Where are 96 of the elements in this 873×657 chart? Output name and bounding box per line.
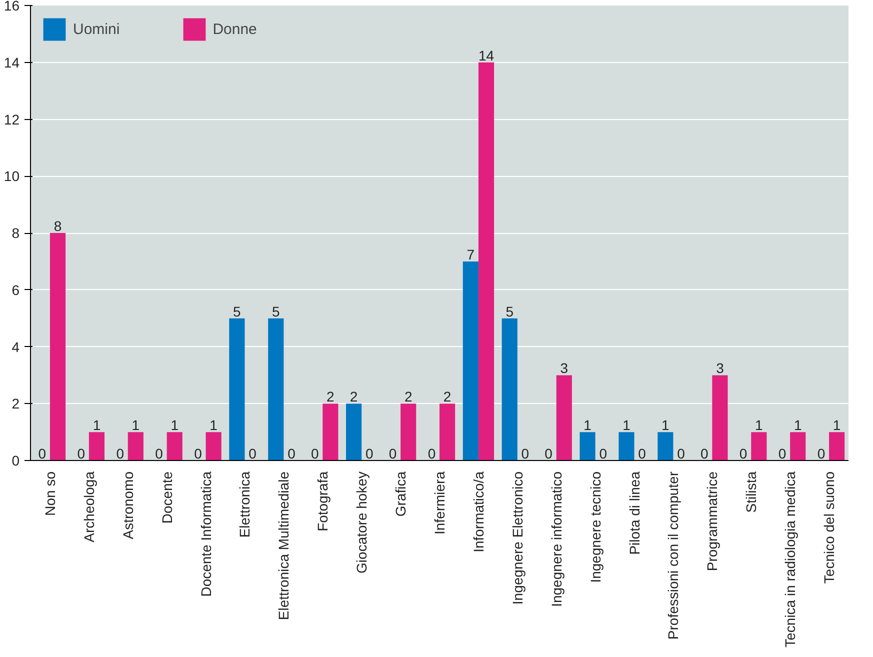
x-tick-label: Giocatore hokey [354,471,370,574]
data-label: 5 [272,303,280,320]
bar [712,375,728,460]
bar [829,432,845,460]
x-tick-label: Archeologa [80,471,97,542]
x-tick-label: Fotografa [314,471,331,532]
data-label: 8 [54,218,62,234]
bar [462,261,478,460]
bar [580,432,596,460]
bar [88,432,105,460]
legend-label: Uomini [73,20,120,38]
x-tick-label: Docente Informatica [198,471,214,597]
data-label: 0 [288,446,296,462]
data-label: 1 [210,417,218,434]
data-label: 0 [599,446,608,462]
y-tick-label: 4 [12,338,20,355]
bar [502,318,518,460]
data-label: 0 [194,446,202,462]
data-label: 1 [832,417,841,434]
data-label: 1 [622,417,631,434]
x-tick-label: Ingegnere tecnico [587,471,604,583]
data-label: 0 [428,446,436,462]
x-tick-label: Non so [42,471,58,516]
x-tick-label: Programmatrice [704,471,720,572]
data-label: 0 [248,446,257,462]
data-label: 0 [638,446,646,462]
bar [440,404,456,460]
x-tick-label: Astronomo [120,471,136,540]
x-tick-label: Tecnico del suono [821,471,838,584]
bar [556,375,572,460]
legend-label: Donne [212,20,257,38]
data-label: 1 [662,417,670,434]
data-label: 14 [478,47,494,64]
y-tick-label: 10 [4,168,20,184]
data-label: 3 [716,360,724,376]
x-tick-label: Infermiera [432,471,448,535]
data-label: 2 [326,388,335,405]
x-tick-label: Grafica [392,471,409,517]
data-label: 0 [521,446,530,462]
data-label: 0 [778,446,786,462]
bar [618,432,634,460]
data-label: 0 [77,446,86,462]
x-tick-label: Informatico/a [470,471,486,552]
x-tick-label: Elettronica Multimediale [276,471,292,620]
bar [166,432,182,460]
data-label: 7 [466,246,475,262]
data-label: 0 [388,446,397,462]
bar [206,432,222,460]
bar [229,318,245,460]
data-label: 0 [365,446,374,462]
y-tick-label: 8 [12,225,20,241]
bar [322,404,338,460]
data-label: 1 [794,417,802,434]
bar [346,404,362,460]
data-label: 2 [443,388,452,405]
x-tick-label: Pilota di linea [626,471,642,555]
bar [658,432,674,460]
x-tick-label: Stilista [743,471,760,513]
x-tick-label: Tecnica in radiologia medica [782,471,798,648]
data-label: 0 [739,446,748,462]
y-tick-label: 6 [12,282,20,298]
bar [268,318,284,460]
data-label: 1 [755,417,764,434]
bar [50,233,66,460]
data-label: 1 [170,417,179,434]
y-tick-label: 0 [12,452,20,468]
bar [400,404,416,460]
data-label: 1 [92,417,101,434]
data-label: 2 [350,388,358,405]
x-tick-label: Elettronica [236,471,253,538]
y-tick-label: 2 [12,396,20,412]
data-label: 0 [155,446,164,462]
y-tick-label: 16 [4,0,20,14]
data-label: 0 [544,446,553,462]
bar [478,62,494,460]
x-tick-label: Docente [158,471,175,524]
data-label: 1 [132,417,140,434]
data-label: 0 [310,446,319,462]
data-label: 2 [404,388,412,405]
y-tick-label: 14 [4,54,20,70]
x-tick-label: Ingegnere Elettronico [509,471,526,605]
data-label: 0 [700,446,708,462]
data-label: 0 [817,446,826,462]
x-tick-label: Ingegnere informatico [548,471,564,607]
data-label: 0 [38,446,46,462]
data-label: 0 [116,446,124,462]
bar [128,432,144,460]
data-label: 3 [560,360,568,376]
data-label: 1 [584,417,592,434]
data-label: 0 [677,446,686,462]
data-label: 5 [506,303,514,320]
y-tick-label: 12 [4,111,20,128]
bar [790,432,806,460]
bar [751,432,767,460]
x-tick-label: Professioni con il computer [665,471,682,640]
data-label: 5 [233,303,242,320]
